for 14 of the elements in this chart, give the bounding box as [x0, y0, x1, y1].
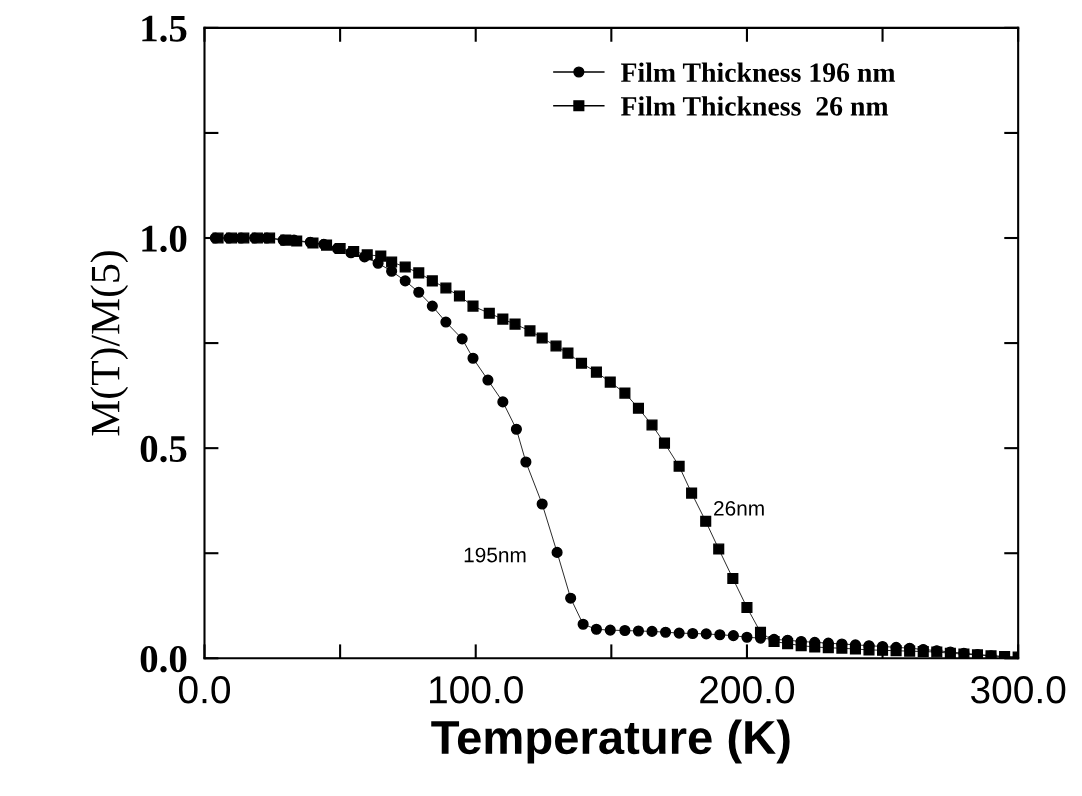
- legend-label: Film Thickness 26 nm: [620, 96, 889, 116]
- y-tick-label: 1.0: [142, 225, 187, 253]
- x-tick-label: 100.0: [430, 675, 523, 704]
- legend-label: Film Thickness 196 nm: [620, 62, 896, 83]
- x-tick-label: 0.0: [178, 675, 231, 704]
- y-tick-label: 1.5: [142, 15, 187, 42]
- annotation: 26nm: [714, 500, 764, 516]
- x-tick-label: 300.0: [970, 675, 1066, 704]
- x-axis-title: Temperature (K): [431, 719, 790, 764]
- x-tick-label: 200.0: [700, 675, 795, 704]
- y-tick-label: 0.0: [140, 645, 187, 673]
- y-axis-title: M(T)/M(5): [90, 251, 129, 436]
- annotation: 195nm: [464, 547, 526, 563]
- y-tick-label: 0.5: [140, 435, 187, 463]
